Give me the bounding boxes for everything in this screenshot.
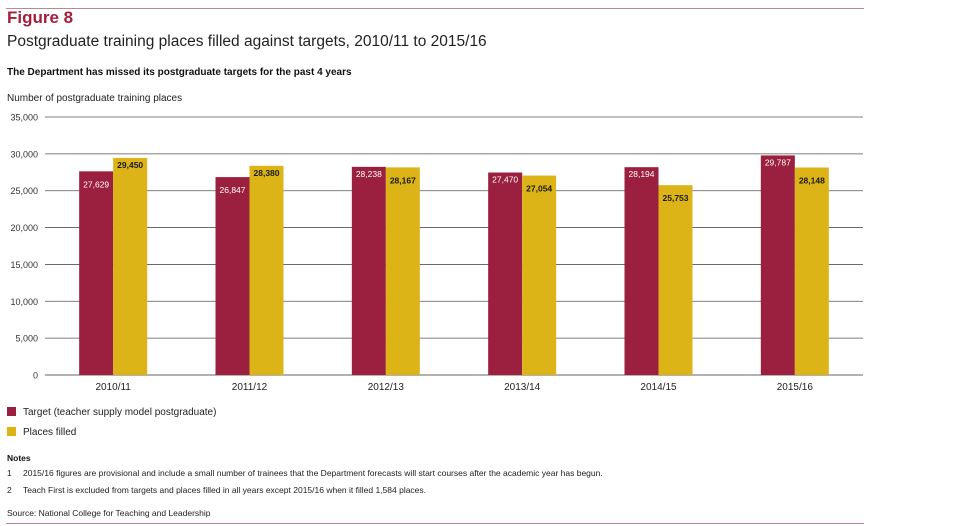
y-tick-labels: 0 5,000 10,000 15,000 20,000 25,000 30,000 35,0… [10,113,38,381]
bar-chart: 0 5,000 10,000 15,000 20,000 25,000 30,000 35,0… [10,113,863,393]
bars [79,155,829,375]
figure-subtitle: The Department has missed its postgradua… [7,67,352,78]
data-labels: 27,629 29,450 26,847 28,380 28,238 28,167 27,4… [83,157,825,203]
data-label: 28,238 [356,169,382,179]
x-tick-labels: 2010/11 2011/12 2012/13 2013/14 2014/15 2015/… [95,382,813,393]
y-tick-label: 35,000 [10,113,38,123]
gridlines [45,116,863,376]
x-tick-label: 2011/12 [232,382,268,393]
figure-title: Postgraduate training places filled agai… [7,33,487,50]
legend-label-places-filled: Places filled [23,427,77,438]
x-tick-label: 2012/13 [368,382,405,393]
data-label: 25,753 [663,193,689,203]
bar-places-filled [658,185,693,375]
top-rule [6,8,864,9]
data-label: 27,629 [83,179,109,189]
note-number: 1 [7,468,12,478]
data-label: 29,450 [117,160,143,170]
notes-title: Notes [7,453,31,463]
bar-places-filled [249,165,284,375]
bottom-rule [6,523,864,524]
data-label: 28,167 [390,175,416,185]
bar-places-filled [113,157,148,375]
y-tick-label: 0 [33,371,38,381]
source-note: Source: National College for Teaching an… [7,508,211,518]
note-number: 2 [7,485,12,495]
note-item: 1 2015/16 figures are provisional and inc… [7,468,603,478]
data-label: 28,148 [799,176,825,186]
figure-label: Figure 8 [7,8,74,27]
legend-item-places-filled: Places filled [7,427,76,438]
data-label: 27,054 [526,184,552,194]
note-text: Teach First is excluded from targets and… [23,485,427,495]
y-tick-label: 20,000 [10,223,38,233]
legend-swatch-target [7,407,16,416]
bar-target [488,172,523,375]
legend-item-target: Target (teacher supply model postgraduat… [7,407,216,418]
y-tick-label: 10,000 [10,297,38,307]
note-item: 2 Teach First is excluded from targets an… [7,485,426,495]
note-text: 2015/16 figures are provisional and incl… [23,468,603,478]
y-axis-label: Number of postgraduate training places [7,93,183,104]
data-label: 28,380 [254,168,280,178]
bar-target [79,171,114,375]
x-tick-label: 2014/15 [640,382,677,393]
bar-target [215,177,250,375]
x-tick-label: 2013/14 [504,382,541,393]
bar-target [760,155,795,375]
y-tick-label: 15,000 [10,260,38,270]
y-tick-label: 25,000 [10,186,38,196]
y-tick-label: 30,000 [10,149,38,159]
bar-places-filled [385,167,420,375]
bar-places-filled [522,175,557,375]
data-label: 26,847 [220,185,246,195]
bar-places-filled [794,167,829,375]
y-tick-label: 5,000 [15,334,38,344]
bar-target [624,167,659,375]
data-label: 27,470 [492,175,518,185]
x-tick-label: 2010/11 [95,382,131,393]
legend-swatch-places-filled [7,427,16,436]
legend-label-target: Target (teacher supply model postgraduat… [23,407,217,418]
bar-target [351,166,386,375]
data-label: 29,787 [765,157,791,167]
x-tick-label: 2015/16 [777,382,814,393]
data-label: 28,194 [629,169,655,179]
